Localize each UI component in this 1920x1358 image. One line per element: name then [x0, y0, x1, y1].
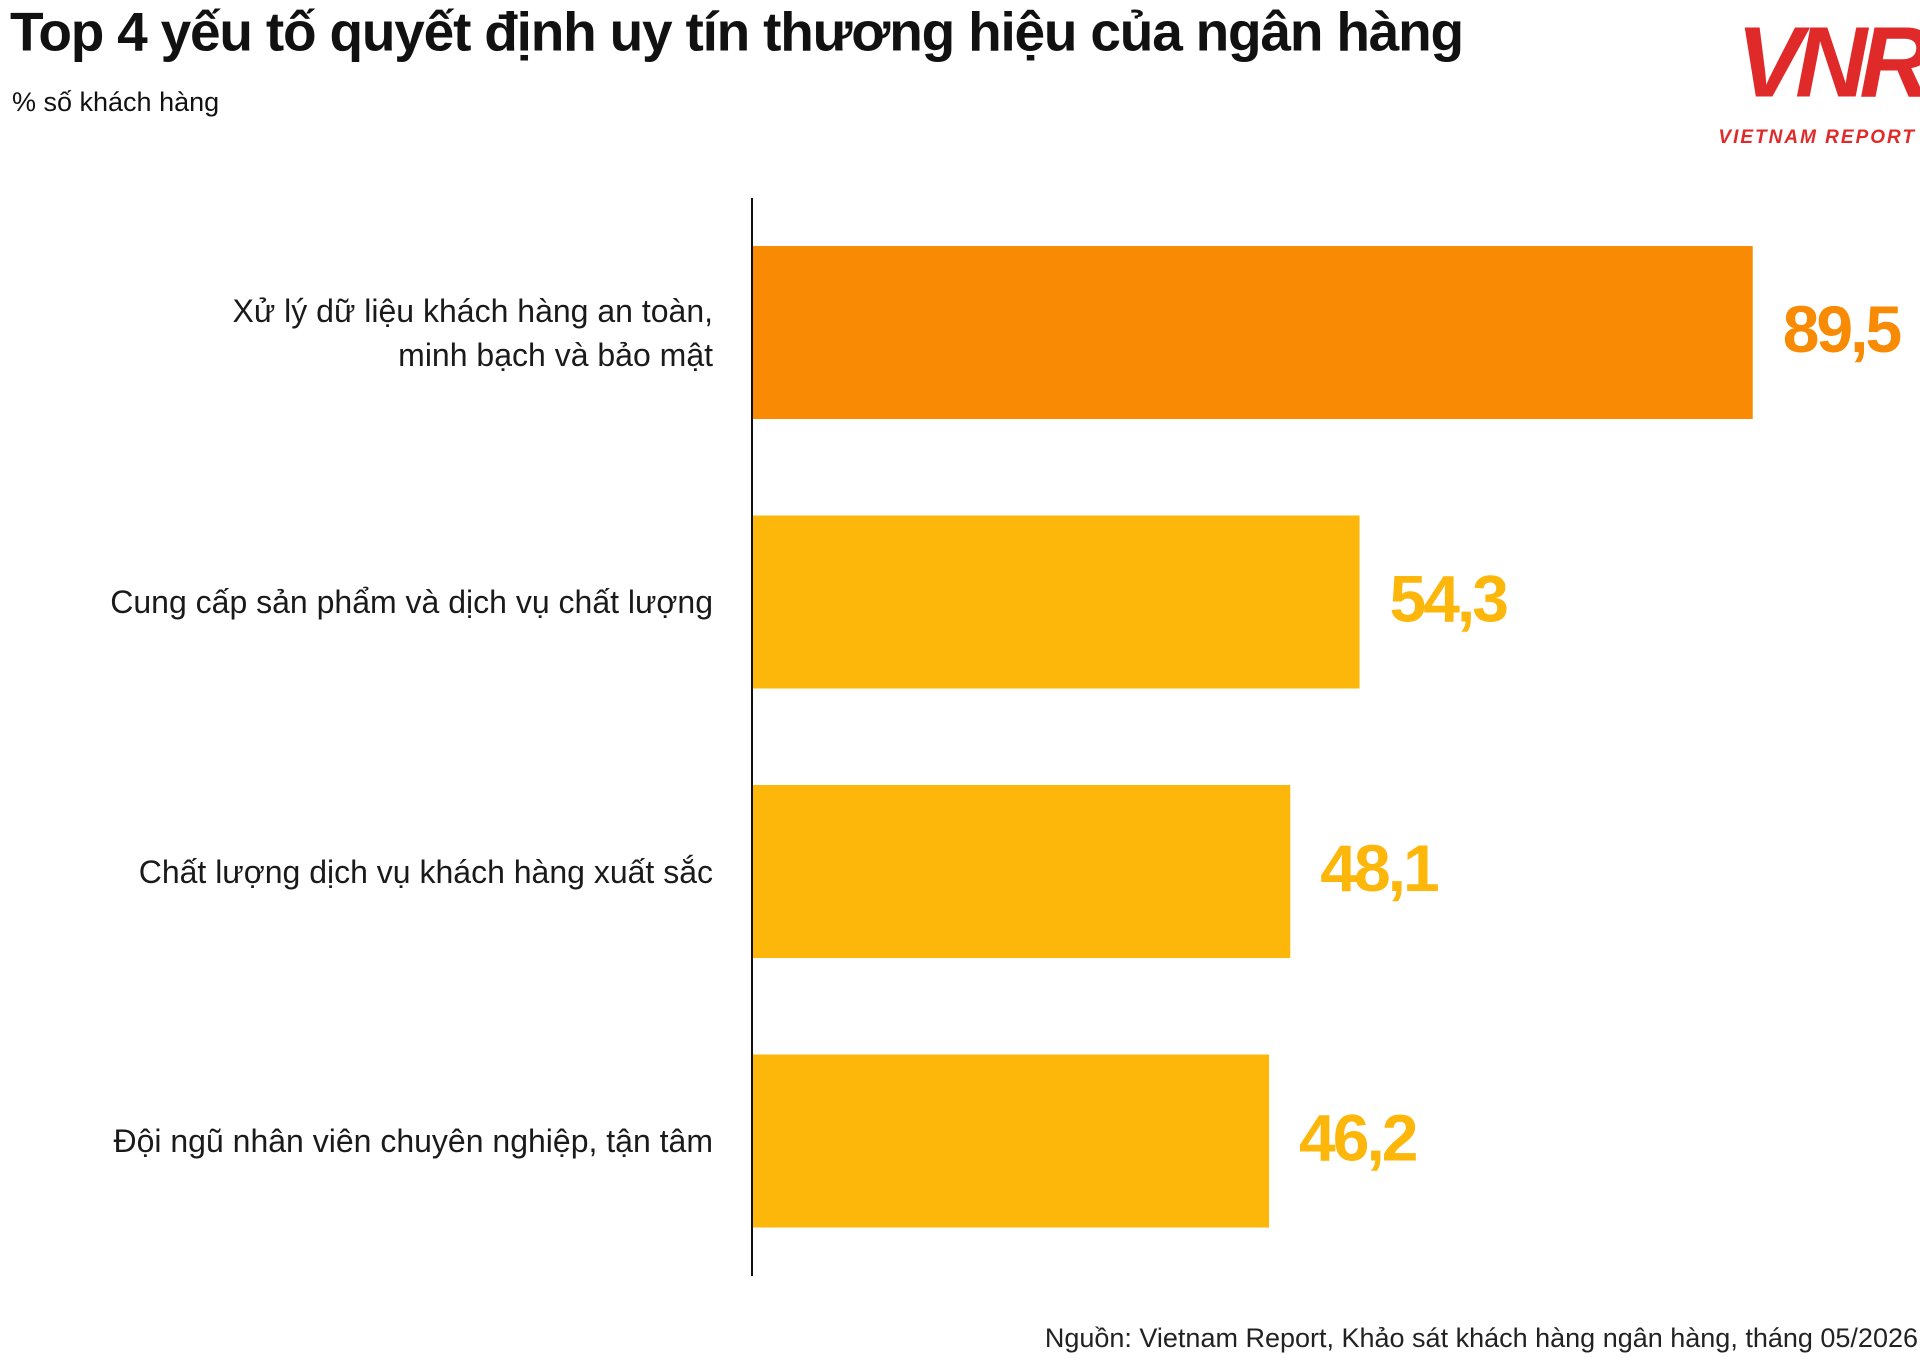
category-label: Chất lượng dịch vụ khách hàng xuất sắc [138, 853, 713, 890]
logo-mark: VNR [1736, 6, 1920, 118]
bar [753, 515, 1360, 689]
category-label: Xử lý dữ liệu khách hàng an toàn, minh b… [232, 292, 713, 373]
category-label: Đội ngũ nhân viên chuyên nghiệp, tận tâm [113, 1123, 713, 1159]
source: Nguồn: Vietnam Report, Khảo sát khách hà… [1045, 1323, 1918, 1353]
value-label: 54,3 [1390, 561, 1508, 635]
value-label: 89,5 [1783, 292, 1901, 366]
subtitle: % số khách hàng [12, 87, 219, 117]
value-label: 46,2 [1299, 1100, 1417, 1174]
bar [753, 1054, 1270, 1228]
bar [753, 785, 1291, 958]
bar [753, 246, 1753, 419]
value-label: 48,1 [1320, 831, 1438, 905]
category-label: Cung cấp sản phẩm và dịch vụ chất lượng [110, 584, 713, 620]
chart-title: Top 4 yếu tố quyết định uy tín thương hi… [10, 1, 1463, 63]
logo-tagline: VIETNAM REPORT [1718, 127, 1916, 148]
